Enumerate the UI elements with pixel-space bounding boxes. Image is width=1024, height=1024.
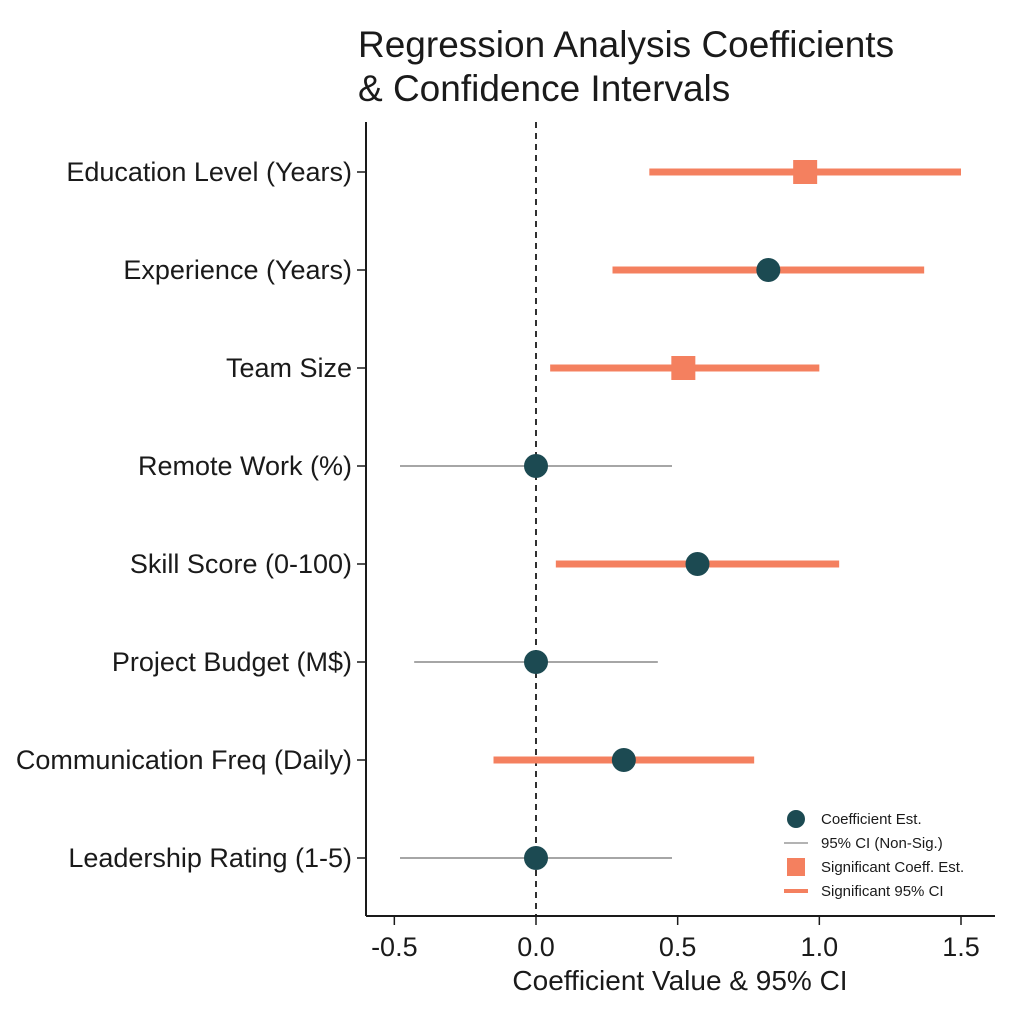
- legend-significant-estimate-icon: [787, 858, 805, 876]
- significant-estimate-marker: [793, 160, 818, 184]
- legend-entry-label: Significant Coeff. Est.: [821, 859, 964, 876]
- x-tick-label: 0.5: [659, 932, 697, 962]
- legend-entry-label: Significant 95% CI: [821, 883, 944, 900]
- significant-estimate-marker: [671, 356, 696, 380]
- x-tick-label: -0.5: [371, 932, 418, 962]
- legend-estimate-icon: [787, 810, 805, 828]
- x-tick-label: 0.0: [517, 932, 555, 962]
- chart-title: Regression Analysis Coefficients & Confi…: [358, 24, 894, 109]
- chart-title-line-1: Regression Analysis Coefficients: [358, 24, 894, 65]
- chart-title-line-2: & Confidence Intervals: [358, 68, 730, 109]
- x-axis-label: Coefficient Value & 95% CI: [512, 965, 847, 996]
- estimate-marker: [756, 258, 781, 282]
- y-tick-label: Project Budget (M$): [112, 647, 352, 677]
- estimate-marker: [524, 846, 548, 870]
- y-tick-label: Communication Freq (Daily): [16, 745, 352, 775]
- y-tick-label: Education Level (Years): [66, 157, 352, 187]
- estimate-marker: [524, 650, 548, 674]
- y-tick-label: Experience (Years): [123, 255, 352, 285]
- legend: Coefficient Est. 95% CI (Non-Sig.) Signifi…: [784, 810, 964, 900]
- y-tick-label: Leadership Rating (1-5): [68, 843, 352, 873]
- x-tick-label: 1.0: [801, 932, 839, 962]
- y-tick-label: Remote Work (%): [138, 451, 352, 481]
- legend-entry-label: Coefficient Est.: [821, 811, 922, 828]
- x-tick-label: 1.5: [942, 932, 980, 962]
- estimate-marker: [611, 748, 636, 772]
- y-tick-label: Team Size: [226, 353, 352, 383]
- estimate-marker: [685, 552, 710, 576]
- y-tick-label: Skill Score (0-100): [130, 549, 352, 579]
- legend-entry-label: 95% CI (Non-Sig.): [821, 835, 943, 852]
- estimate-marker: [524, 454, 548, 478]
